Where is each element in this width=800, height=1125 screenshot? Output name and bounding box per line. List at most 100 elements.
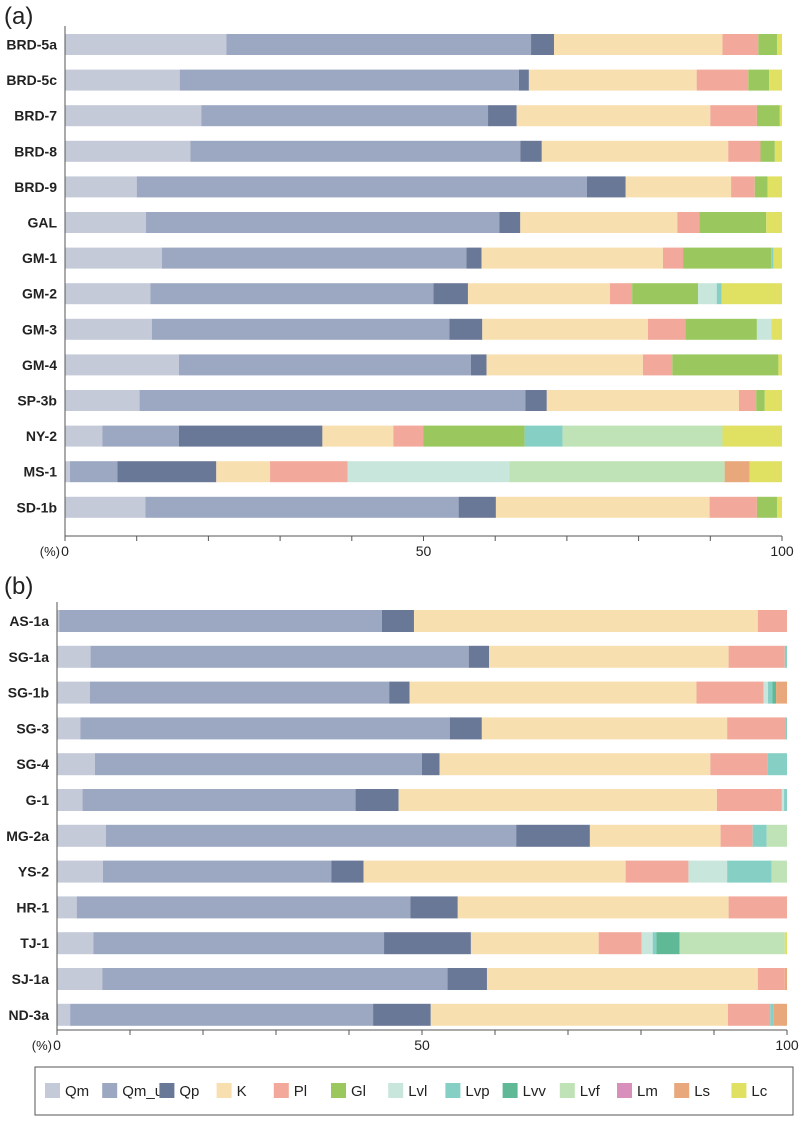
bar-segment-lvf — [771, 860, 787, 883]
bar-segment-lc — [722, 425, 782, 447]
bar-segment-k — [481, 717, 728, 740]
bar-segment-lc — [776, 34, 782, 55]
bar-segment-ls — [773, 1003, 787, 1026]
bar-segment-pl — [727, 717, 786, 740]
bar-segment-qm — [65, 69, 180, 91]
legend-swatch-lvv — [502, 1083, 518, 1098]
bar-segment-lvf — [509, 461, 725, 483]
bar-segment-pl — [393, 425, 424, 447]
bar-segment-gl — [756, 390, 765, 411]
bar-segment-lvp — [652, 932, 657, 955]
x-tick-label: 0 — [53, 1037, 61, 1053]
bar-segment-qm — [65, 212, 147, 233]
bar-segment-qm — [57, 860, 103, 883]
legend-swatch-lc — [731, 1083, 747, 1098]
bar-segment-pl — [642, 354, 673, 376]
category-label: ND-3a — [9, 1007, 50, 1023]
bar-segment-lc — [776, 496, 782, 518]
bar-segment-lvf — [562, 425, 723, 447]
legend-swatch-lvl — [388, 1083, 404, 1098]
bar-segment-qm — [57, 681, 90, 704]
bar-segment-pl — [722, 34, 759, 55]
bar-segment-qm-un — [145, 496, 459, 518]
legend-swatch-lvf — [559, 1083, 575, 1098]
legend-swatch-qp — [159, 1083, 175, 1098]
bar-segment-pl — [625, 860, 689, 883]
bar-segment-k — [363, 860, 626, 883]
bar-segment-qp — [516, 824, 590, 847]
bar-segment-qm-un — [80, 717, 450, 740]
legend-label-lvv: Lvv — [523, 1083, 547, 1100]
bar-segment-pl — [696, 69, 749, 91]
bar-segment-qm-un — [139, 390, 526, 411]
bar-segment-qp — [468, 645, 490, 668]
bar-segment-qm — [65, 461, 71, 483]
bar-segment-lvp — [752, 824, 767, 847]
bar-segment-qm — [65, 105, 202, 127]
bar-segment-qm — [65, 318, 152, 340]
bar-segment-qp — [470, 354, 487, 376]
bar-segment-k — [439, 753, 711, 776]
bar-segment-gl — [672, 354, 779, 376]
bar-segment-qm-un — [59, 610, 382, 632]
bar-segment-lvp — [716, 283, 722, 305]
bar-segment-pl — [716, 789, 782, 811]
bar-segment-qp — [433, 283, 468, 305]
legend-swatch-gl — [331, 1083, 346, 1098]
bar-segment-k — [516, 105, 711, 127]
bar-segment-gl — [699, 212, 767, 233]
bar-segment-qm — [65, 247, 162, 269]
bar-segment-lvl — [781, 789, 785, 811]
bar-segment-qm — [65, 176, 137, 198]
x-tick-label: 100 — [775, 1037, 799, 1053]
category-label: NY-2 — [26, 428, 57, 444]
bar-segment-k — [489, 645, 729, 668]
legend: Qm Qm_un Qp K Pl Gl Lvl Lvp Lvv Lvf Lm Ls Lc — [34, 1066, 794, 1116]
legend-swatch-lvp — [445, 1083, 461, 1098]
x-tick-label: 0 — [61, 543, 69, 559]
legend-label-pl: Pl — [294, 1083, 307, 1100]
bar-segment-lvl — [698, 283, 717, 305]
bar-segment-lc — [721, 283, 782, 305]
bar-segment-pl — [647, 318, 686, 340]
bar-segment-lvl — [756, 318, 772, 340]
legend-swatch-pl — [273, 1083, 289, 1098]
bar-segment-qm-un — [70, 461, 118, 483]
bar-segment-qm-un — [102, 968, 448, 990]
bar-segment-qm-un — [93, 932, 385, 955]
bar-segment-gl — [683, 247, 772, 269]
bar-segment-pl — [609, 283, 633, 305]
bar-segment-k — [482, 318, 648, 340]
bar-segment-qm — [57, 717, 81, 740]
category-label: MG-2a — [6, 828, 49, 844]
category-label: HR-1 — [16, 899, 49, 915]
legend-label-qp: Qp — [179, 1083, 199, 1100]
legend-swatch-k — [216, 1083, 232, 1098]
bar-segment-lvp — [768, 681, 773, 704]
bar-segment-qm — [57, 968, 103, 990]
bar-segment-qm — [65, 140, 191, 162]
bar-segment-pl — [731, 176, 755, 198]
category-label: GM-2 — [22, 286, 57, 302]
bar-segment-lvl — [347, 461, 510, 483]
bar-segment-qm-un — [90, 645, 469, 668]
legend-label-lvl: Lvl — [408, 1083, 427, 1100]
bar-segment-qp — [384, 932, 471, 955]
bar-segment-pl — [662, 247, 684, 269]
category-label: SJ-1a — [12, 971, 50, 987]
category-label: SG-1b — [8, 685, 49, 701]
legend-swatch-ls — [674, 1083, 690, 1098]
bar-segment-qm — [57, 896, 77, 919]
bar-segment-pl — [728, 645, 785, 668]
bar-segment-pl — [728, 896, 787, 919]
legend-label-lvf: Lvf — [580, 1083, 601, 1100]
bar-segment-lc — [773, 247, 782, 269]
bar-segment-qm — [57, 932, 94, 955]
bar-segment-qm-un — [89, 681, 390, 704]
bar-segment-qp — [520, 140, 542, 162]
x-axis-unit-label: (%) — [32, 1038, 52, 1053]
category-label: BRD-5c — [6, 72, 57, 88]
bar-segment-lvf — [766, 824, 787, 847]
bar-segment-qm — [65, 354, 179, 376]
